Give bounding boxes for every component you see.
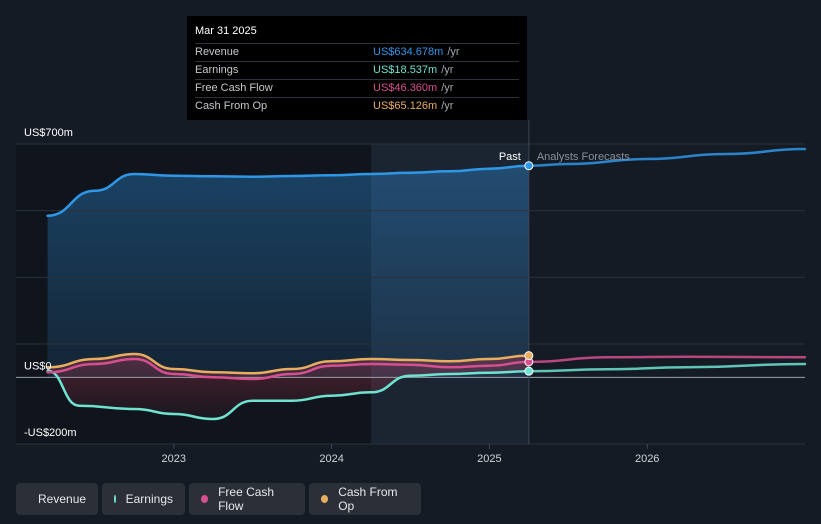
legend-label: Earnings [125, 492, 173, 506]
tooltip-label: Revenue [195, 46, 240, 58]
free-cash-flow-dot-icon [201, 495, 209, 503]
chart-canvas: US$700m US$0 -US$200m 2023 2024 2025 2026 Past A… [16, 120, 807, 465]
tooltip-label: Earnings [195, 64, 239, 76]
tooltip-value: US$46.360m [373, 82, 438, 94]
legend-item-free-cash-flow[interactable]: Free Cash Flow [189, 483, 305, 515]
forecast-line-earnings [527, 362, 807, 373]
point-marker [524, 351, 534, 361]
tooltip-row-earnings: Earnings US$18.537m /yr [195, 61, 519, 79]
tooltip: Mar 31 2025 Revenue US$634.678m /yr Earn… [187, 16, 527, 120]
forecast-line-revenue [527, 147, 807, 168]
point-marker [524, 366, 534, 376]
tooltip-row-revenue: Revenue US$634.678m /yr [195, 43, 519, 61]
series-line-free-cash-flow [46, 357, 531, 381]
forecast-label: Analysts Forecasts [537, 151, 630, 163]
past-label: Past [499, 151, 521, 163]
tooltip-value: US$634.678m [373, 46, 444, 58]
legend-label: Free Cash Flow [218, 485, 275, 513]
tooltip-unit: /yr [447, 46, 460, 58]
earnings-area [47, 354, 529, 419]
series-line-earnings [46, 369, 531, 421]
series-line-cash-from-op [46, 352, 531, 375]
legend-label: Revenue [38, 492, 87, 506]
y-tick-label: US$0 [24, 360, 52, 372]
tooltip-row-free-cash-flow: Free Cash Flow US$46.360m /yr [195, 79, 519, 97]
tooltip-row-cash-from-op: Cash From Op US$65.126m /yr [195, 97, 519, 115]
tooltip-label: Free Cash Flow [195, 82, 273, 94]
x-tick-label: 2025 [477, 453, 501, 465]
tooltip-unit: /yr [441, 100, 454, 112]
x-tick-label: 2024 [319, 453, 343, 465]
cash-from-op-dot-icon [321, 495, 329, 503]
tooltip-value: US$18.537m [373, 64, 438, 76]
legend-item-earnings[interactable]: Earnings [102, 483, 185, 515]
earnings-dot-icon [114, 495, 116, 503]
legend-item-revenue[interactable]: Revenue [16, 483, 98, 515]
forecast-line-free-cash-flow [527, 355, 807, 364]
series-line-revenue [46, 164, 531, 217]
tooltip-unit: /yr [441, 64, 454, 76]
legend-label: Cash From Op [338, 485, 398, 513]
tooltip-unit: /yr [441, 82, 454, 94]
y-tick-label: -US$200m [24, 427, 77, 439]
y-tick-label: US$700m [24, 127, 73, 139]
tooltip-label: Cash From Op [195, 100, 268, 112]
legend: Revenue Earnings Free Cash Flow Cash Fro… [16, 483, 421, 515]
x-tick-label: 2023 [162, 453, 186, 465]
x-tick-label: 2026 [635, 453, 659, 465]
legend-item-cash-from-op[interactable]: Cash From Op [309, 483, 421, 515]
tooltip-value: US$65.126m [373, 100, 438, 112]
revenue-area [47, 165, 529, 378]
point-marker [524, 161, 534, 171]
tooltip-date: Mar 31 2025 [195, 25, 257, 37]
